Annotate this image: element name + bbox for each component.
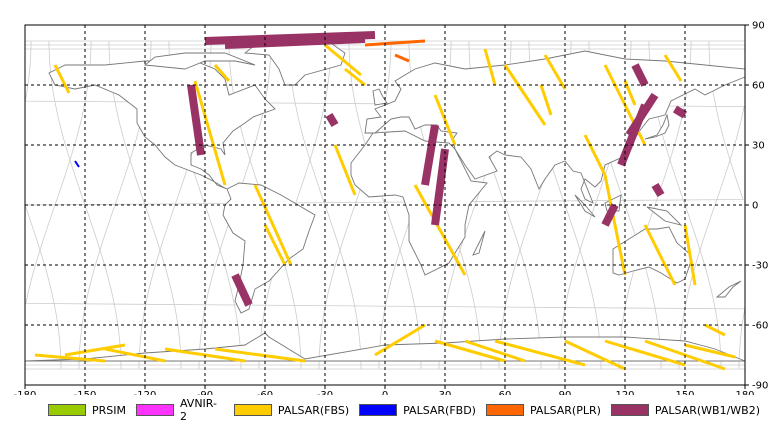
wb-swath — [601, 203, 619, 227]
legend-label: PALSAR(PLR) — [529, 403, 601, 417]
x-tick-label: -90 — [197, 390, 213, 395]
x-tick-label: 180 — [735, 390, 754, 395]
fbs-swath — [413, 184, 467, 276]
land-outline — [48, 60, 276, 190]
fbs-swath — [344, 67, 366, 87]
fbs-swath — [683, 224, 697, 286]
fbs-swath — [434, 339, 506, 363]
legend-item: PALSAR(WB1/WB2) — [610, 403, 760, 417]
legend-swatch — [485, 404, 524, 416]
legend-label: PALSAR(FBS) — [277, 403, 350, 417]
longitude-tick-labels: -180 -150 -120 -90 -60 -30 0 30 60 90 120 150 180 — [14, 385, 755, 395]
fbs-swath — [34, 353, 106, 363]
legend-swatch — [233, 404, 272, 416]
fbd-swath — [74, 160, 80, 168]
fbs-swath — [684, 343, 736, 359]
fbs-swath — [643, 224, 677, 286]
x-tick-label: 30 — [439, 390, 452, 395]
y-tick-label: 30 — [752, 141, 765, 152]
x-tick-label: -60 — [257, 390, 273, 395]
y-tick-label: 60 — [752, 81, 765, 92]
wb-swath — [625, 92, 659, 138]
wb-swath — [651, 182, 665, 198]
legend-label: AVNIR-2 — [179, 397, 217, 423]
x-tick-label: 120 — [615, 390, 634, 395]
wb-swath — [325, 112, 339, 128]
x-tick-label: -180 — [14, 390, 37, 395]
x-tick-label: 90 — [559, 390, 572, 395]
y-tick-label: 0 — [752, 201, 758, 212]
plr-swath — [394, 53, 410, 63]
y-tick-label: -90 — [752, 381, 768, 392]
fbs-swath — [704, 323, 726, 337]
fbs-swath — [583, 134, 607, 176]
legend-label: PALSAR(FBD) — [403, 403, 476, 417]
land-outline — [222, 182, 316, 314]
fbs-swath — [253, 184, 293, 266]
x-tick-label: 60 — [499, 390, 512, 395]
land-outline — [715, 280, 742, 298]
fbs-swath — [663, 54, 683, 82]
legend-item: PALSAR(PLR) — [485, 403, 601, 417]
world-land — [24, 38, 746, 362]
land-outline — [472, 230, 486, 256]
fbs-swath — [433, 94, 457, 146]
land-outline — [644, 113, 670, 140]
fbs-swath — [214, 347, 306, 363]
legend-swatch — [359, 404, 398, 416]
fbs-swath — [64, 343, 126, 357]
y-tick-label: -30 — [752, 261, 768, 272]
x-tick-label: 150 — [675, 390, 694, 395]
x-tick-label: -150 — [74, 390, 97, 395]
fbs-swath — [503, 64, 547, 126]
fbs-swath — [333, 144, 357, 196]
wb-swath — [431, 148, 449, 226]
land-outline — [574, 194, 596, 218]
fbs-swath — [213, 64, 231, 82]
wb-swath — [672, 105, 688, 119]
fbs-swath — [374, 323, 426, 357]
fbs-swath — [604, 339, 686, 367]
y-tick-label: 90 — [752, 21, 765, 32]
x-tick-label: -120 — [134, 390, 157, 395]
world-coverage-map: -180 -150 -120 -90 -60 -30 0 30 60 90 120 150 180 90… — [14, 21, 769, 396]
fbs-swath — [564, 339, 626, 371]
legend: PRSIM AVNIR-2 PALSAR(FBS) PALSAR(FBD) PALSAR… — [48, 397, 770, 423]
wb-swath — [187, 84, 205, 156]
fbs-swath — [464, 339, 526, 363]
fbs-swath — [543, 54, 567, 90]
fbs-swath — [193, 80, 227, 186]
legend-item: PALSAR(FBS) — [233, 403, 350, 417]
fbs-swath — [324, 43, 362, 77]
legend-swatch — [610, 404, 649, 416]
graticule — [25, 25, 745, 385]
legend-item: AVNIR-2 — [136, 397, 224, 423]
land-outline — [350, 130, 488, 276]
land-outline — [143, 52, 256, 70]
wb-swath — [631, 63, 649, 87]
fbs-swath — [603, 174, 627, 276]
fbs-swath — [263, 224, 287, 266]
legend-label: PRSIM — [92, 403, 126, 417]
fbs-swath — [53, 64, 71, 94]
observation-swaths — [34, 31, 736, 371]
legend-item: PALSAR(FBD) — [359, 404, 476, 417]
land-outline — [646, 206, 683, 226]
wb-swath — [231, 273, 253, 307]
fbs-swath — [494, 339, 586, 367]
fbs-swath — [483, 48, 497, 86]
fbs-swath — [539, 84, 553, 116]
y-tick-label: -60 — [752, 321, 768, 332]
legend-label: PALSAR(WB1/WB2) — [654, 403, 760, 417]
latitude-tick-labels: 90 60 30 0 -30 -60 -90 — [745, 21, 768, 392]
wb-swath — [421, 124, 439, 186]
x-tick-label: -30 — [317, 390, 333, 395]
plr-swath — [364, 39, 426, 47]
legend-item: PRSIM — [48, 404, 126, 417]
fbs-swath — [104, 347, 166, 363]
legend-swatch — [136, 404, 174, 416]
wb-swath — [224, 35, 366, 49]
legend-swatch — [48, 404, 86, 416]
x-tick-label: 0 — [382, 390, 388, 395]
